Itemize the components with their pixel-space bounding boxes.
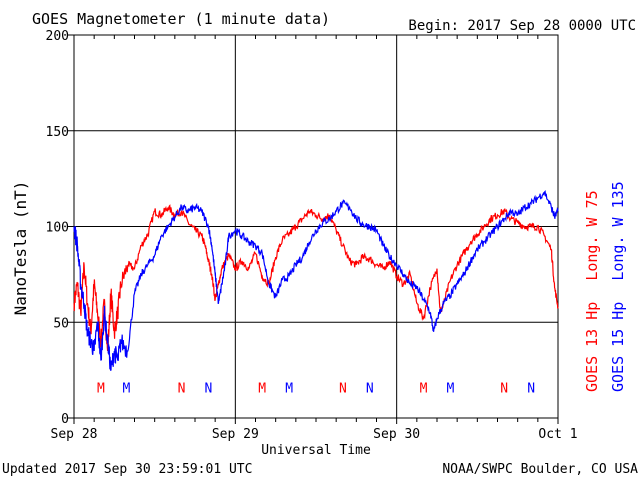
legend-goes13: GOES 13 Hp Long. W 75 xyxy=(583,190,601,392)
midnight-marker: M xyxy=(285,381,293,396)
noon-marker: N xyxy=(339,381,347,396)
x-axis-label: Universal Time xyxy=(261,443,371,458)
midnight-marker: M xyxy=(447,381,455,396)
x-tick-label: Oct 1 xyxy=(538,427,577,442)
noon-marker: N xyxy=(500,381,508,396)
noon-marker: N xyxy=(527,381,535,396)
updated-timestamp: Updated 2017 Sep 30 23:59:01 UTC xyxy=(2,462,252,477)
midnight-marker: M xyxy=(123,381,131,396)
legend-goes15-longitude: Long. W 135 xyxy=(609,181,627,280)
plot-area: 0 50 100 150 200 Sep 28 Sep 29 Sep 30 Oct 1 M M N N M… xyxy=(46,29,578,442)
credit-label: NOAA/SWPC Boulder, CO USA xyxy=(442,462,638,477)
y-tick-label: 150 xyxy=(46,125,69,140)
midnight-marker: M xyxy=(420,381,428,396)
x-tick-label: Sep 28 xyxy=(51,427,98,442)
begin-label: Begin: 2017 Sep 28 0000 UTC xyxy=(408,18,636,34)
chart-title: GOES Magnetometer (1 minute data) xyxy=(32,10,330,28)
legend-goes13-name: GOES 13 Hp xyxy=(583,302,601,392)
y-tick-label: 50 xyxy=(53,316,69,331)
y-tick-label: 0 xyxy=(61,412,69,427)
y-axis-label: NanoTesla (nT) xyxy=(11,181,30,316)
y-tick-label: 200 xyxy=(46,29,69,44)
legend-goes15: GOES 15 Hp Long. W 135 xyxy=(609,181,627,392)
midnight-marker: M xyxy=(258,381,266,396)
midnight-marker: M xyxy=(97,381,105,396)
x-tick-label: Sep 29 xyxy=(212,427,259,442)
y-tick-label: 100 xyxy=(46,221,69,236)
legend-goes15-name: GOES 15 Hp xyxy=(609,302,627,392)
series-line-goes15 xyxy=(73,189,559,372)
series-line-goes13 xyxy=(73,204,559,352)
x-tick-label: Sep 30 xyxy=(373,427,420,442)
noon-marker: N xyxy=(178,381,186,396)
noon-marker: N xyxy=(205,381,213,396)
noon-marker: N xyxy=(366,381,374,396)
legend-goes13-longitude: Long. W 75 xyxy=(583,190,601,280)
